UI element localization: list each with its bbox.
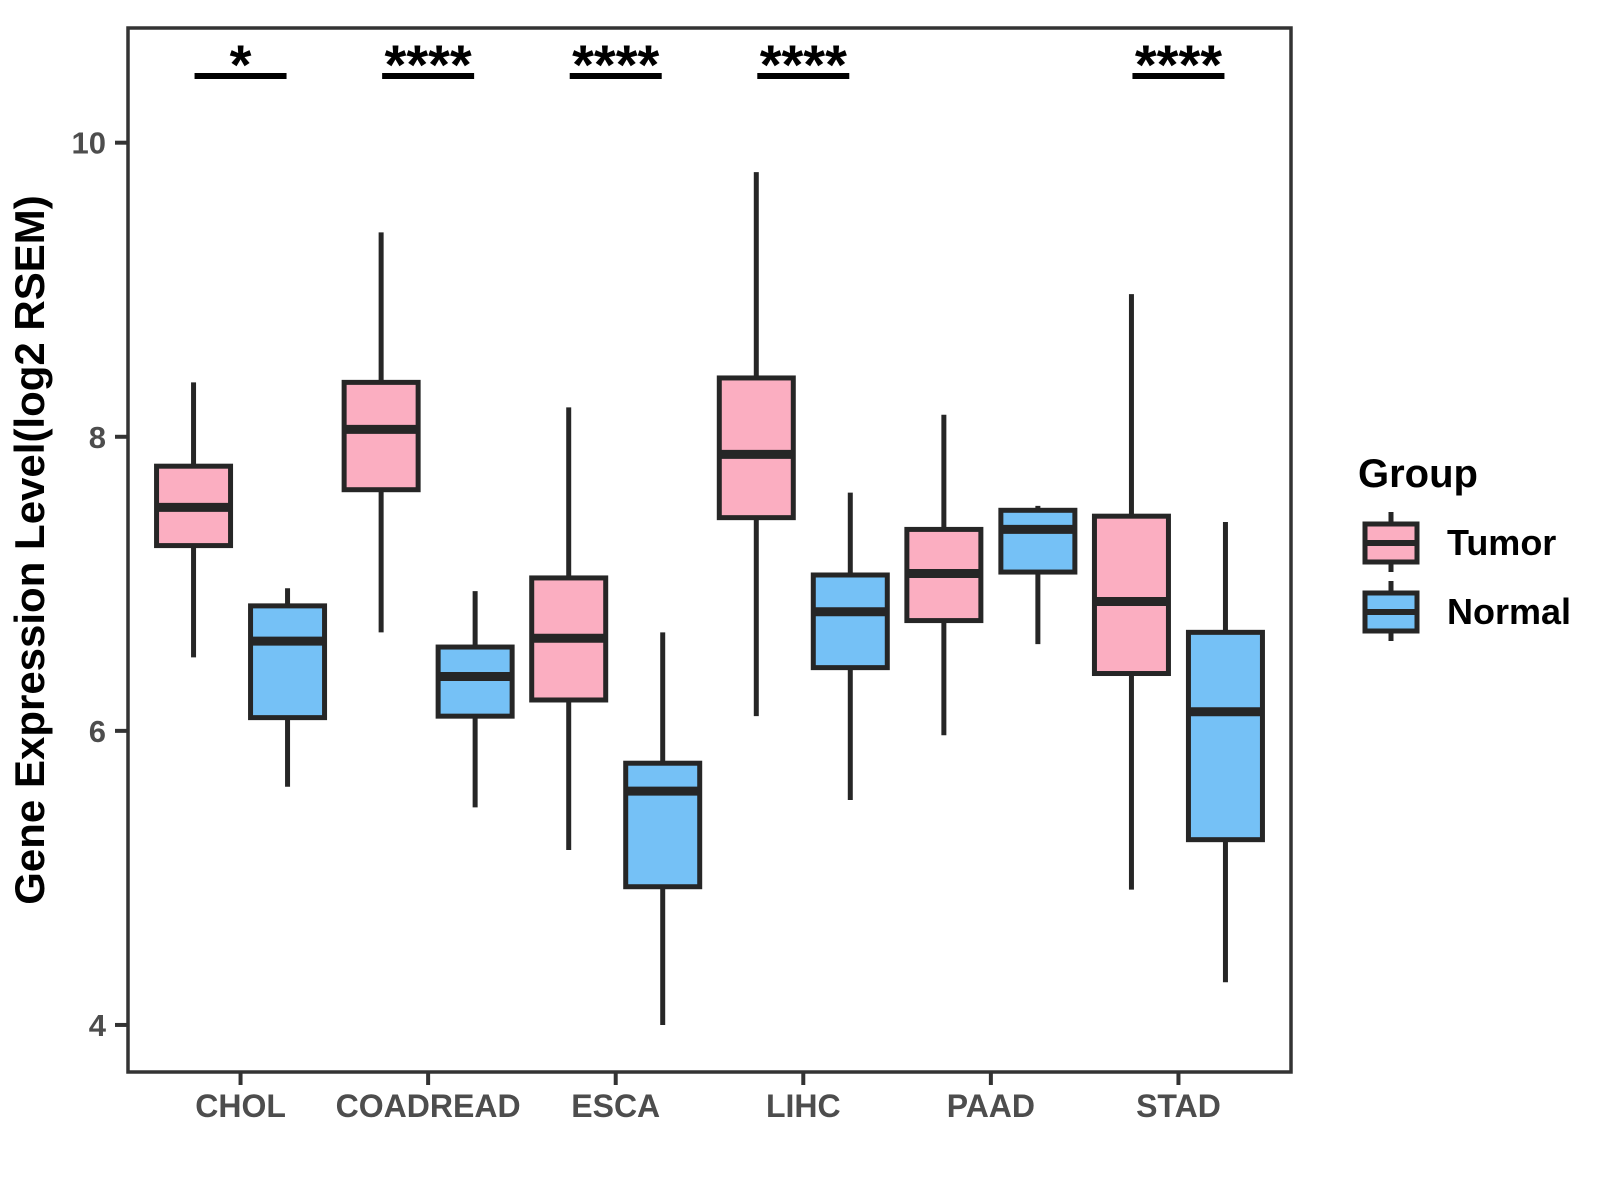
box-tumor-esca xyxy=(529,407,609,850)
x-tick-label-lihc: LIHC xyxy=(766,1088,841,1124)
box-normal-lihc xyxy=(810,492,890,800)
box-tumor-chol xyxy=(154,382,234,658)
legend-label-tumor: Tumor xyxy=(1447,522,1556,563)
y-tick-label: 10 xyxy=(72,126,106,161)
y-axis-title: Gene Expression Level(log2 RSEM) xyxy=(6,195,53,905)
iqr-box xyxy=(341,379,421,493)
legend-title: Group xyxy=(1358,452,1478,496)
legend-key-tumor: Tumor xyxy=(1362,512,1556,572)
x-tick-label-chol: CHOL xyxy=(195,1088,286,1124)
significance-stars: **** xyxy=(760,33,847,96)
legend-key-normal: Normal xyxy=(1362,581,1571,641)
iqr-box xyxy=(248,603,328,721)
iqr-box xyxy=(1185,629,1265,843)
significance-stars: **** xyxy=(572,33,659,96)
y-tick-label: 6 xyxy=(89,714,106,749)
significance-stars: **** xyxy=(385,33,472,96)
iqr-box xyxy=(1091,513,1171,677)
iqr-box xyxy=(998,507,1078,575)
box-normal-coadread xyxy=(435,591,515,808)
box-normal-stad xyxy=(1185,522,1265,983)
legend: Group Tumor Normal xyxy=(1358,452,1571,641)
significance-stars: **** xyxy=(1135,33,1222,96)
x-tick-label-esca: ESCA xyxy=(571,1088,660,1124)
box-tumor-paad xyxy=(904,414,984,736)
x-tick-label-stad: STAD xyxy=(1136,1088,1221,1124)
box-normal-paad xyxy=(998,505,1078,645)
iqr-box xyxy=(810,572,890,671)
x-tick-label-paad: PAAD xyxy=(947,1088,1035,1124)
box-tumor-lihc xyxy=(716,172,796,717)
box-tumor-stad xyxy=(1091,294,1171,890)
x-tick-label-coadread: COADREAD xyxy=(336,1088,521,1124)
box-normal-esca xyxy=(623,632,703,1025)
iqr-box xyxy=(716,375,796,521)
legend-label-normal: Normal xyxy=(1447,591,1571,632)
iqr-box xyxy=(623,760,703,890)
significance-stars: * xyxy=(230,33,252,96)
y-tick-label: 8 xyxy=(89,420,106,455)
box-tumor-coadread xyxy=(341,232,421,633)
box-normal-chol xyxy=(248,588,328,787)
iqr-box xyxy=(435,644,515,719)
y-tick-label: 4 xyxy=(89,1008,107,1043)
panel-border xyxy=(126,26,1293,1074)
